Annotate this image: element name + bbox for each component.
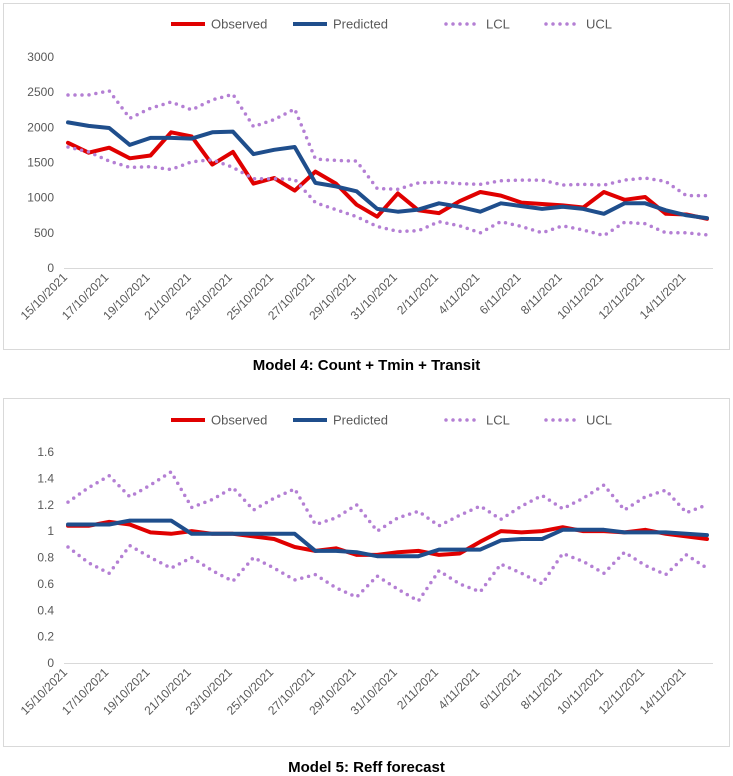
m5-y-tick-label: 1.4 xyxy=(37,471,54,485)
m4-y-tick-label: 2500 xyxy=(27,85,54,99)
m4-series-predicted xyxy=(66,120,709,221)
m5-legend-label-observed: Observed xyxy=(211,413,267,428)
m5-y-tick-label: 1 xyxy=(47,524,54,538)
m4-series-ucl xyxy=(66,89,709,198)
m5-x-tick-label: 4/11/2021 xyxy=(435,665,482,712)
m4-x-tick-label: 4/11/2021 xyxy=(435,270,482,317)
m5-series-predicted xyxy=(66,518,709,559)
m5-legend-label-ucl: UCL xyxy=(586,413,612,428)
m5-legend-label-predicted: Predicted xyxy=(333,413,388,428)
m4-y-tick-label: 3000 xyxy=(27,50,54,64)
m5-series-ucl xyxy=(66,470,709,533)
m5-y-tick-label: 1.6 xyxy=(37,445,54,459)
m5-y-tick-label: 0 xyxy=(47,656,54,670)
m4-y-tick-label: 500 xyxy=(34,226,54,240)
chart-caption-model-4: Model 4: Count + Tmin + Transit xyxy=(252,357,481,374)
m4-legend-label-observed: Observed xyxy=(211,17,267,32)
m4-y-tick-label: 1500 xyxy=(27,156,54,170)
m5-y-tick-label: 0.6 xyxy=(37,577,54,591)
chart-svg-model-4: 05001000150020002500300015/10/202117/10/… xyxy=(18,17,713,323)
m4-x-tick-label: 2/11/2021 xyxy=(394,270,441,317)
m4-series-observed xyxy=(66,130,709,221)
chart-panel-model-5: 0 0.2 0.4 0.6 0.8 1 1.2 1.4 1.6 15/10/2021 17/10/2… xyxy=(3,398,730,747)
m5-x-tick-label: 2/11/2021 xyxy=(394,665,441,712)
m4-series-lcl xyxy=(66,145,709,238)
m5-y-tick-label: 1.2 xyxy=(37,498,54,512)
m5-x-tick-label: 6/11/2021 xyxy=(477,665,524,712)
m4-y-tick-label: 1000 xyxy=(27,191,54,205)
m5-series-lcl xyxy=(66,543,709,603)
m4-legend-label-lcl: LCL xyxy=(486,17,510,32)
m4-legend-label-predicted: Predicted xyxy=(333,17,388,32)
chart-svg-model-5: 00.20.40.60.811.21.41.615/10/202117/10/2… xyxy=(18,413,713,718)
m5-series-observed xyxy=(66,519,709,557)
m5-y-tick-label: 0.8 xyxy=(37,551,54,565)
m5-legend-label-lcl: LCL xyxy=(486,413,510,428)
chart-caption-model-5: Model 5: Reff forecast xyxy=(288,759,445,776)
m5-y-tick-label: 0.2 xyxy=(37,630,54,644)
m4-y-tick-label: 2000 xyxy=(27,120,54,134)
m4-y-tick-label: 0 xyxy=(47,261,54,275)
m4-x-tick-label: 6/11/2021 xyxy=(477,270,524,317)
m4-legend-label-ucl: UCL xyxy=(586,17,612,32)
chart-panel-model-4: 0 500 1000 1500 2000 2500 3000 15/10/2021 17/10/… xyxy=(3,3,730,350)
m5-y-tick-label: 0.4 xyxy=(37,603,54,617)
